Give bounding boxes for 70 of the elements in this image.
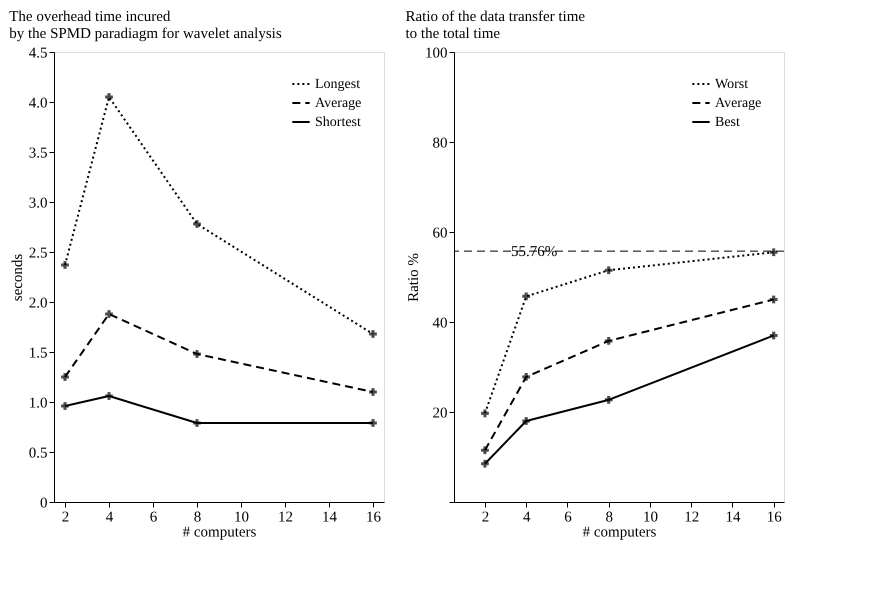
x-tick-label: 16 bbox=[366, 510, 382, 526]
x-tick-label: 4 bbox=[106, 510, 114, 526]
y-tick-label: 3.0 bbox=[28, 196, 48, 212]
point bbox=[481, 446, 489, 454]
y-tick-label: 80 bbox=[432, 136, 448, 152]
point bbox=[481, 409, 489, 418]
x-tick-label: 12 bbox=[684, 510, 700, 526]
point bbox=[369, 388, 377, 396]
point bbox=[193, 419, 201, 427]
legend-label: Worst bbox=[715, 77, 748, 92]
legend-label: Longest bbox=[315, 77, 360, 92]
point bbox=[105, 392, 113, 400]
x-tick-label: 12 bbox=[278, 510, 293, 526]
legend-label: Average bbox=[315, 96, 362, 111]
point bbox=[522, 417, 530, 425]
x-tick-label: 14 bbox=[725, 510, 741, 526]
y-tick-label: 1.5 bbox=[28, 346, 48, 362]
x-tick-label: 8 bbox=[194, 510, 202, 526]
y-tick-label: 0.5 bbox=[28, 446, 48, 462]
x-tick-label: 16 bbox=[766, 510, 782, 526]
y-tick-label: 4.0 bbox=[28, 96, 48, 112]
legend-label: Average bbox=[715, 96, 762, 111]
y-tick-label: 20 bbox=[432, 406, 448, 422]
point bbox=[61, 373, 69, 381]
y-tick-label: 2.5 bbox=[28, 246, 48, 262]
point bbox=[105, 310, 113, 318]
text: The overhead time incured bbox=[9, 9, 170, 25]
point bbox=[369, 419, 377, 427]
point bbox=[522, 373, 530, 381]
x-tick-label: 8 bbox=[605, 510, 613, 526]
point bbox=[770, 332, 778, 340]
point bbox=[770, 248, 778, 256]
x-tick-label: 4 bbox=[522, 510, 531, 526]
x-tick-label: 14 bbox=[322, 510, 338, 526]
x-axis-title: # computers bbox=[582, 524, 657, 540]
x-tick-label: 2 bbox=[62, 510, 70, 526]
text: to the total time bbox=[406, 26, 500, 42]
y-tick-label: 0 bbox=[40, 496, 48, 512]
y-tick-label: 4.5 bbox=[28, 46, 48, 62]
y-tick-label: 100 bbox=[425, 46, 448, 62]
point bbox=[61, 402, 69, 410]
legend-label: Shortest bbox=[315, 115, 361, 130]
y-tick-label: 60 bbox=[432, 226, 448, 242]
text: Ratio of the data transfer time bbox=[406, 9, 586, 25]
point bbox=[604, 337, 613, 345]
x-tick-label: 10 bbox=[234, 510, 249, 526]
point bbox=[193, 220, 201, 228]
point bbox=[481, 460, 489, 468]
point bbox=[604, 396, 613, 404]
point bbox=[604, 266, 613, 274]
point bbox=[193, 350, 201, 358]
x-axis-title: # computers bbox=[182, 524, 257, 540]
y-axis-title: seconds bbox=[10, 254, 26, 302]
point bbox=[61, 261, 69, 269]
y-axis-title: Ratio % bbox=[406, 253, 422, 302]
y-tick-label: 40 bbox=[432, 316, 448, 332]
text: by the SPMD paradiagm for wavelet analysis bbox=[9, 26, 282, 42]
ref-line-label: 55.76% bbox=[511, 244, 558, 260]
x-tick-label: 6 bbox=[150, 510, 158, 526]
x-tick-label: 2 bbox=[482, 510, 490, 526]
point bbox=[770, 296, 778, 304]
point bbox=[369, 330, 377, 338]
y-tick-label: 1.0 bbox=[28, 396, 48, 412]
point bbox=[105, 93, 113, 101]
x-tick-label: 6 bbox=[564, 510, 572, 526]
point bbox=[522, 292, 530, 300]
y-tick-label: 2.0 bbox=[28, 296, 48, 312]
y-tick-label: 3.5 bbox=[28, 146, 48, 162]
x-tick-label: 10 bbox=[642, 510, 658, 526]
legend-label: Best bbox=[715, 115, 740, 130]
